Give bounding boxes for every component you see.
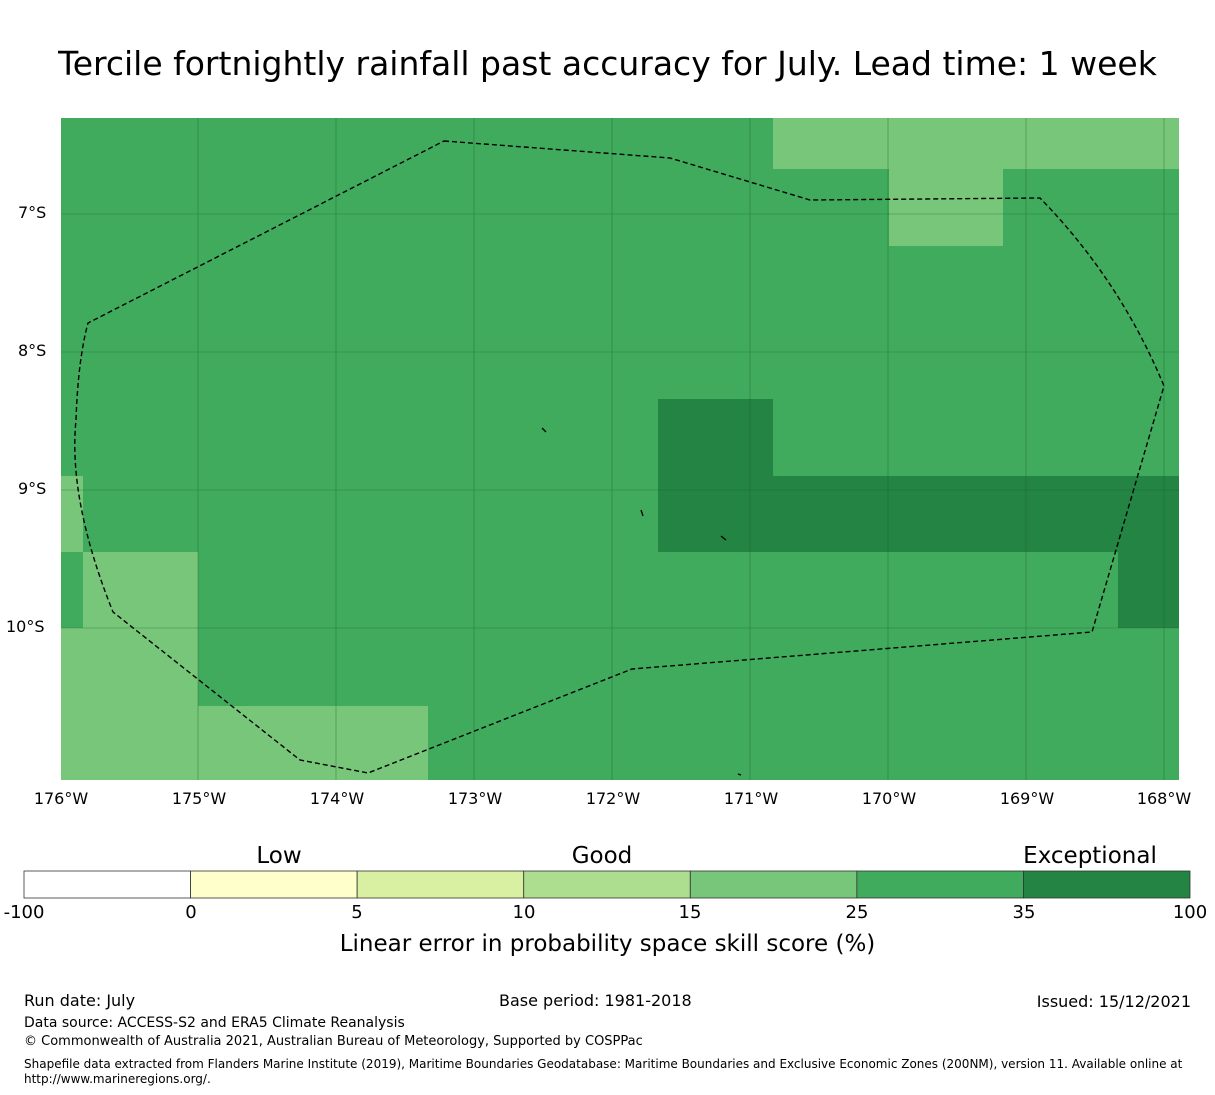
island-4 — [737, 773, 742, 776]
lon-tick-label: 175°W — [171, 789, 227, 808]
lon-tick-label: 168°W — [1136, 789, 1192, 808]
lat-tick-label: 8°S — [18, 341, 47, 360]
cell-light-sw — [83, 552, 198, 628]
colorbar-tick-label: 25 — [845, 902, 869, 923]
colorbar-segment — [856, 870, 1024, 899]
base-period: Base period: 1981-2018 — [499, 991, 692, 1010]
colorbar-category-low: Low — [256, 843, 302, 869]
colorbar — [23, 870, 1191, 899]
cell-dark-3 — [1118, 552, 1179, 628]
colorbar-category-good: Good — [571, 843, 633, 869]
lon-tick-label: 169°W — [999, 789, 1055, 808]
lon-tick-label: 170°W — [861, 789, 917, 808]
lon-tick-label: 171°W — [723, 789, 779, 808]
map-background — [61, 118, 1179, 780]
colorbar-tick-label: 100 — [1172, 902, 1208, 923]
cell-dark-2 — [773, 476, 1179, 552]
colorbar-segment — [190, 870, 358, 899]
island-3 — [720, 535, 727, 541]
cell-light-w — [61, 476, 83, 552]
cell-light-sw-2 — [61, 628, 198, 780]
cell-light-ne-2 — [889, 169, 1003, 246]
colorbar-axis-label: Linear error in probability space skill … — [339, 931, 876, 957]
colorbar-segment — [1023, 870, 1191, 899]
cell-light-s — [198, 706, 428, 780]
copyright-notice: © Commonwealth of Australia 2021, Austra… — [24, 1034, 643, 1049]
run-date: Run date: July — [24, 991, 136, 1010]
map-gridlines — [61, 118, 1179, 780]
islands — [541, 427, 742, 776]
lat-tick-label: 10°S — [6, 617, 45, 636]
lon-tick-label: 174°W — [309, 789, 365, 808]
colorbar-tick-label: 35 — [1012, 902, 1036, 923]
colorbar-tick-label: 15 — [678, 902, 702, 923]
shapefile-credit-line1: Shapefile data extracted from Flanders M… — [24, 1057, 1183, 1071]
lighter-skill-cells — [61, 118, 1179, 780]
lon-tick-label: 176°W — [33, 789, 89, 808]
issued-date: Issued: 15/12/2021 — [1036, 992, 1191, 1011]
colorbar-segment — [23, 870, 191, 899]
colorbar-tick-label: 0 — [185, 902, 197, 923]
eez-boundary — [74, 140, 1165, 774]
data-source: Data source: ACCESS-S2 and ERA5 Climate … — [24, 1015, 405, 1031]
colorbar-segment — [356, 870, 525, 899]
lat-tick-label: 9°S — [18, 479, 47, 498]
shapefile-credit-line2: http://www.marineregions.org/. — [24, 1072, 211, 1086]
cell-light-ne — [773, 118, 1179, 169]
darker-skill-cells — [658, 399, 1179, 628]
lon-tick-label: 173°W — [447, 789, 503, 808]
lon-tick-label: 172°W — [585, 789, 641, 808]
map-title: Tercile fortnightly rainfall past accura… — [58, 44, 1157, 83]
cell-dark-1 — [658, 399, 773, 552]
lat-tick-label: 7°S — [18, 203, 47, 222]
island-2 — [640, 509, 644, 517]
colorbar-tick-label: 5 — [351, 902, 363, 923]
colorbar-segment — [689, 870, 858, 899]
island-1 — [541, 427, 547, 433]
colorbar-tick-label: 10 — [512, 902, 536, 923]
colorbar-tick-label: -100 — [3, 902, 45, 923]
colorbar-segment — [523, 870, 691, 899]
colorbar-category-exceptional: Exceptional — [1023, 843, 1157, 869]
